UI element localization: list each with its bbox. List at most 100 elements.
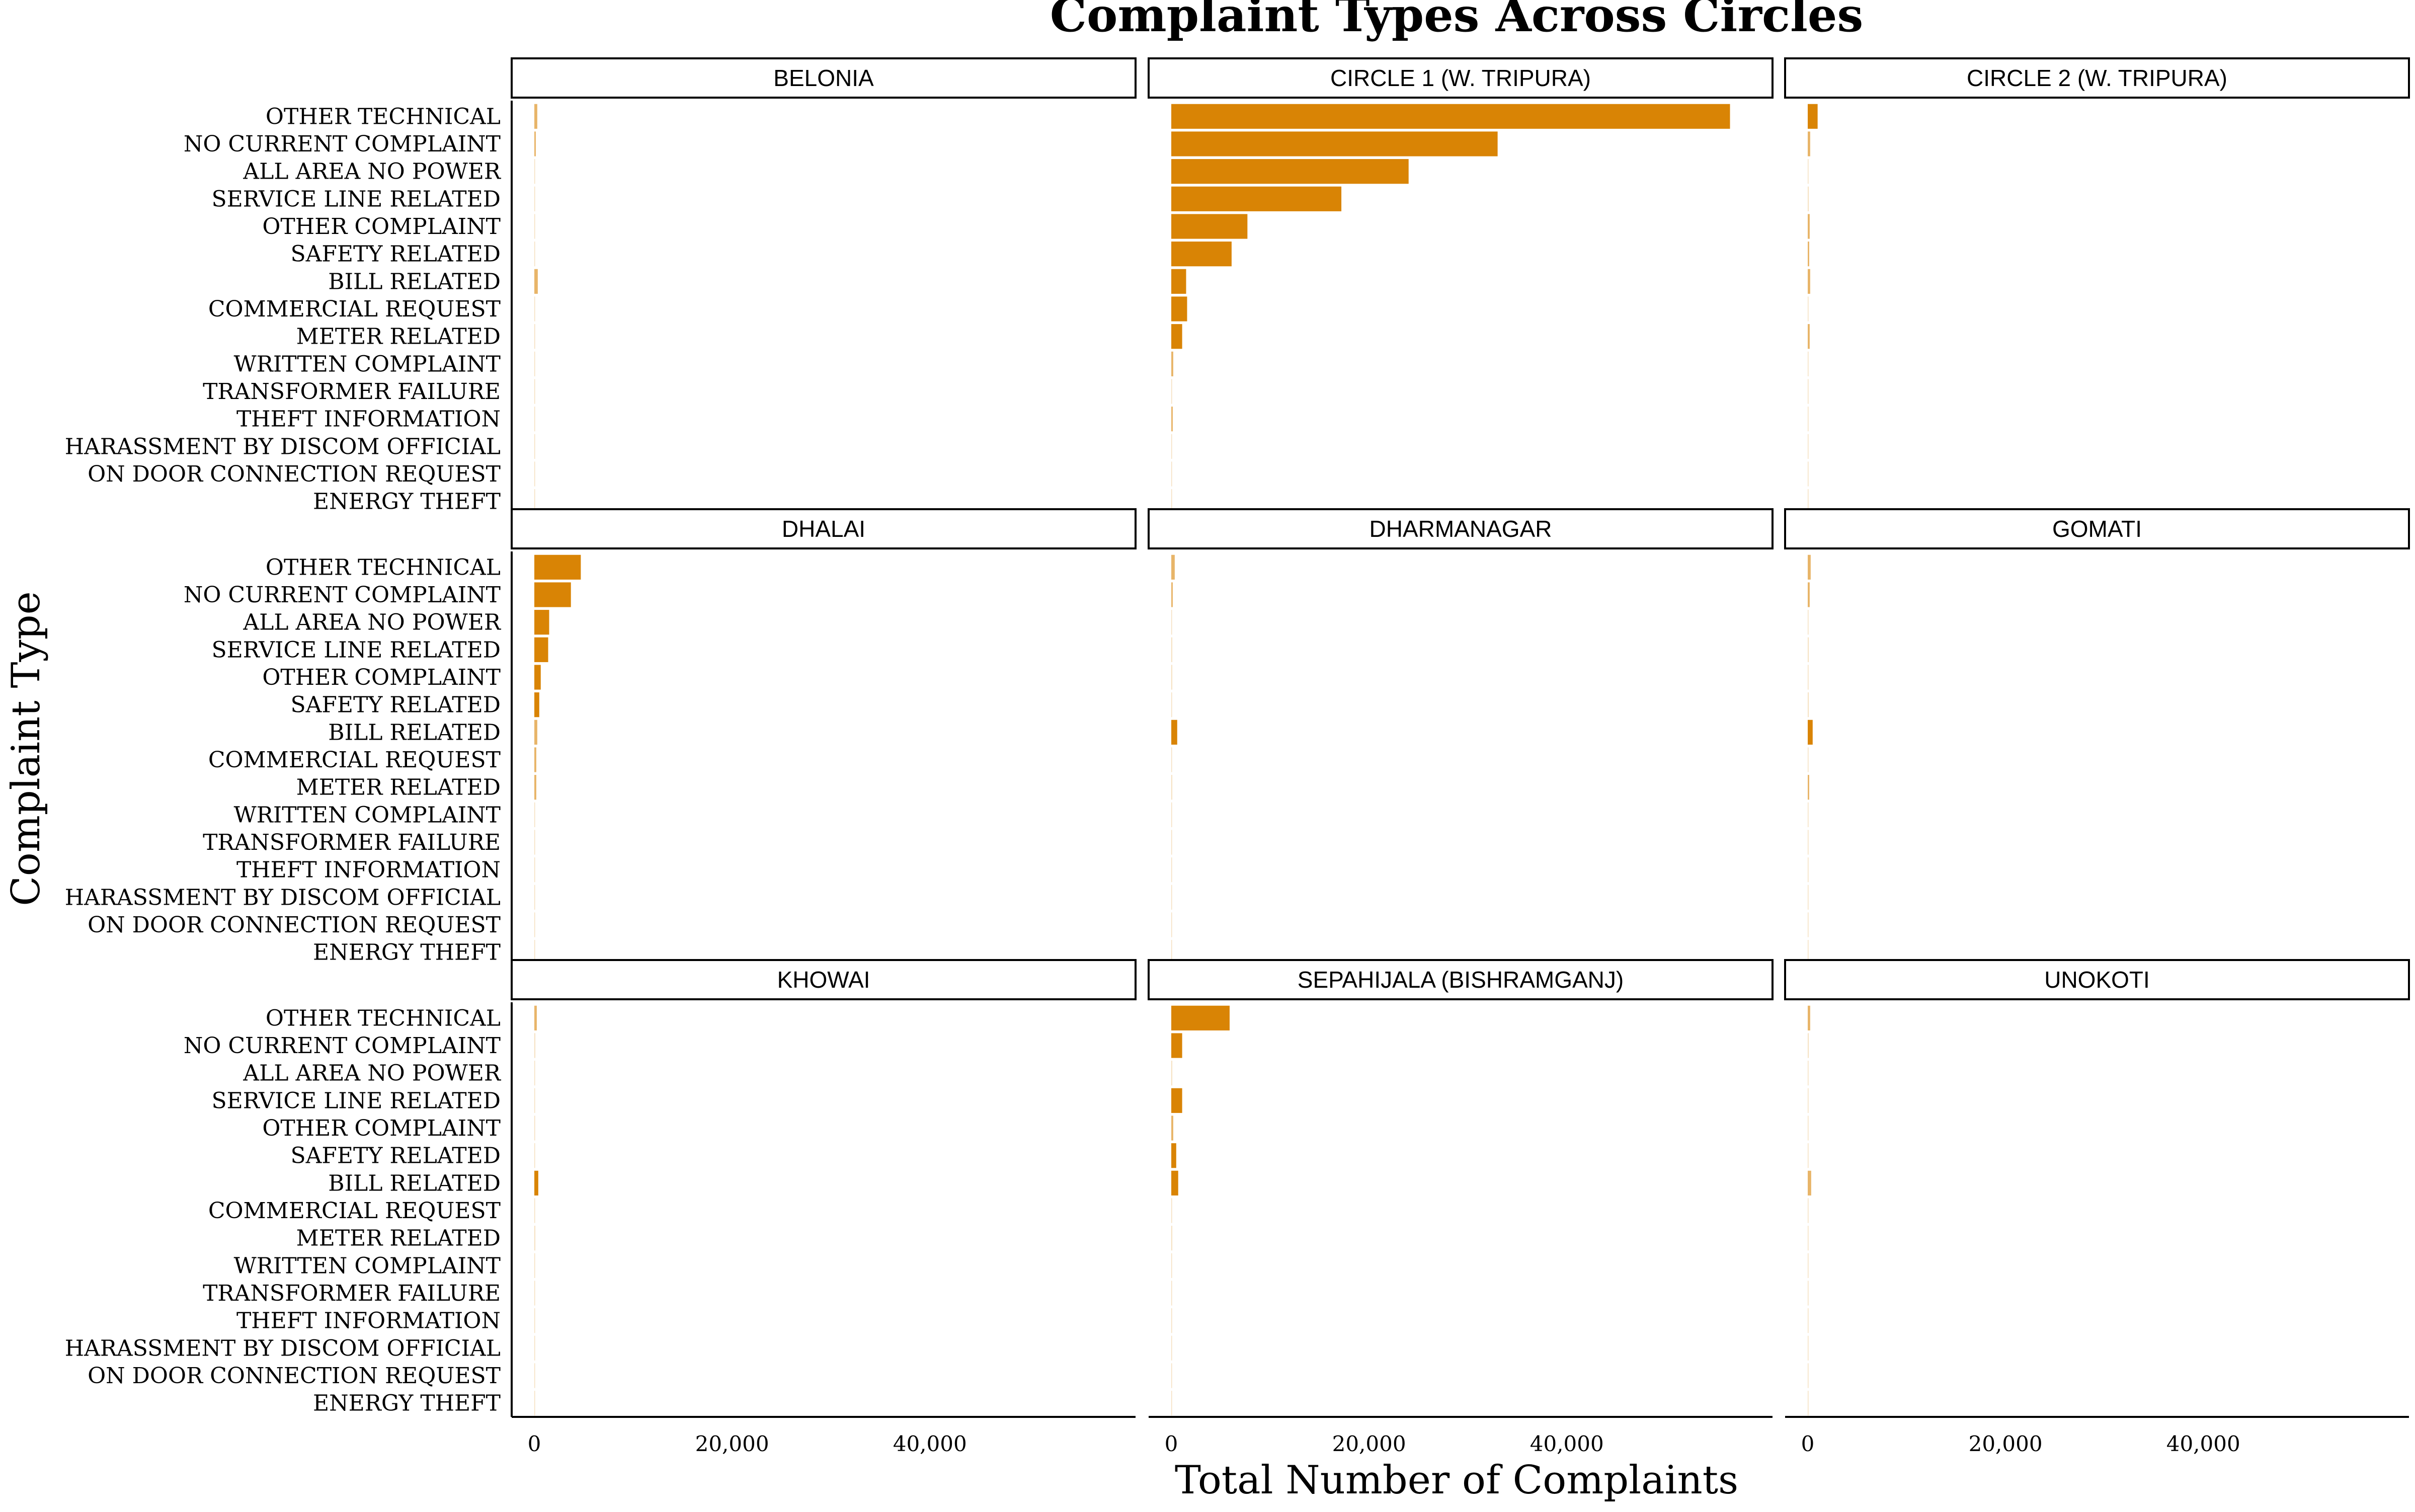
panel-strip xyxy=(511,508,1137,549)
bar xyxy=(534,407,535,432)
bar xyxy=(534,489,535,514)
bar xyxy=(1808,1308,1809,1333)
bar xyxy=(534,637,548,662)
bar xyxy=(1808,1033,1809,1058)
bar xyxy=(534,1253,535,1278)
bar xyxy=(1808,1116,1809,1141)
y-tick-label: OTHER TECHNICAL xyxy=(266,1005,501,1031)
y-tick-label: OTHER COMPLAINT xyxy=(262,214,501,240)
y-tick-label: SAFETY RELATED xyxy=(290,1143,501,1169)
y-tick-label: ENERGY THEFT xyxy=(313,489,501,515)
panel-strip-label: CIRCLE 1 (W. TRIPURA) xyxy=(1330,65,1591,91)
x-tick-label: 0 xyxy=(528,1431,541,1456)
bar xyxy=(534,1335,535,1361)
y-tick-label: NO CURRENT COMPLAINT xyxy=(184,131,501,157)
y-tick-label: ENERGY THEFT xyxy=(313,1391,501,1416)
bar xyxy=(1171,582,1173,607)
x-tick-label: 0 xyxy=(1165,1431,1178,1456)
bar xyxy=(1808,747,1809,772)
bar xyxy=(534,802,535,827)
bar xyxy=(534,351,535,376)
bar xyxy=(1808,407,1809,432)
bar xyxy=(1171,692,1172,718)
bar xyxy=(1808,912,1809,937)
bar xyxy=(1808,637,1809,662)
x-tick-label: 20,000 xyxy=(1969,1431,2043,1456)
bar xyxy=(1171,830,1172,855)
panel-strip-label: SEPAHIJALA (BISHRAMGANJ) xyxy=(1298,967,1624,993)
bar xyxy=(534,610,549,635)
x-tick-label: 20,000 xyxy=(1332,1431,1406,1456)
bar xyxy=(1171,912,1172,937)
bar xyxy=(1171,296,1187,322)
bar xyxy=(1808,1253,1809,1278)
bar xyxy=(534,1363,535,1388)
bar xyxy=(1171,1253,1172,1278)
bar xyxy=(1808,1198,1809,1223)
bar xyxy=(1171,1335,1172,1361)
bar xyxy=(534,296,535,322)
bar xyxy=(534,1170,538,1196)
bar xyxy=(534,940,535,965)
bar xyxy=(1808,554,1811,580)
y-tick-label: ENERGY THEFT xyxy=(313,940,501,966)
bar xyxy=(1808,940,1809,965)
y-tick-label: TRANSFORMER FAILURE xyxy=(203,379,501,405)
bar xyxy=(534,885,535,910)
bar xyxy=(1171,1143,1176,1168)
bar xyxy=(534,747,536,772)
bar xyxy=(534,1226,535,1251)
panel-strip-label: KHOWAI xyxy=(777,967,870,993)
bar xyxy=(1171,214,1248,239)
bar xyxy=(1171,242,1232,267)
bar xyxy=(534,324,535,349)
bar xyxy=(1171,885,1172,910)
bar xyxy=(1171,775,1172,800)
bar xyxy=(534,1061,535,1086)
panel-strip xyxy=(511,959,1137,1000)
panel-strip xyxy=(511,57,1137,99)
bar xyxy=(534,1116,535,1141)
bar xyxy=(1171,940,1172,965)
panel-strip-label: UNOKOTI xyxy=(2044,967,2150,993)
bar xyxy=(534,214,535,239)
bar xyxy=(1808,885,1809,910)
bar xyxy=(1808,582,1810,607)
bar xyxy=(1808,489,1809,514)
bar xyxy=(1171,1198,1172,1223)
bar xyxy=(1171,407,1173,432)
bar xyxy=(1171,461,1172,487)
panel-strip xyxy=(1784,508,2410,549)
bar xyxy=(1808,720,1813,745)
y-tick-label: SERVICE LINE RELATED xyxy=(211,1088,501,1113)
y-tick-label: METER RELATED xyxy=(296,775,501,801)
bar xyxy=(1171,610,1172,635)
bar xyxy=(1171,1116,1173,1141)
bar xyxy=(534,131,536,156)
bar xyxy=(534,912,535,937)
bar xyxy=(1808,434,1809,459)
y-tick-label: METER RELATED xyxy=(296,1226,501,1251)
y-tick-label: COMMERCIAL REQUEST xyxy=(208,747,501,773)
y-tick-label: HARASSMENT BY DISCOM OFFICIAL xyxy=(65,885,501,910)
bar xyxy=(534,434,535,459)
bar xyxy=(1808,830,1809,855)
panel-strip-label: BELONIA xyxy=(773,65,874,91)
y-tick-label: SAFETY RELATED xyxy=(290,242,501,267)
bar xyxy=(1171,1281,1172,1306)
x-tick-label: 40,000 xyxy=(1530,1431,1604,1456)
bar xyxy=(1808,1226,1809,1251)
y-tick-label: OTHER COMPLAINT xyxy=(262,1116,501,1141)
bar xyxy=(1171,269,1186,294)
x-tick-label: 40,000 xyxy=(893,1431,967,1456)
bar xyxy=(1171,131,1498,156)
bar xyxy=(534,554,581,580)
bar xyxy=(1808,242,1809,267)
bar xyxy=(1171,665,1172,690)
panel-strip xyxy=(1784,959,2410,1000)
panel-strip xyxy=(1148,57,1774,99)
bar xyxy=(534,269,538,294)
bar xyxy=(1808,214,1810,239)
bar xyxy=(1808,1088,1809,1113)
